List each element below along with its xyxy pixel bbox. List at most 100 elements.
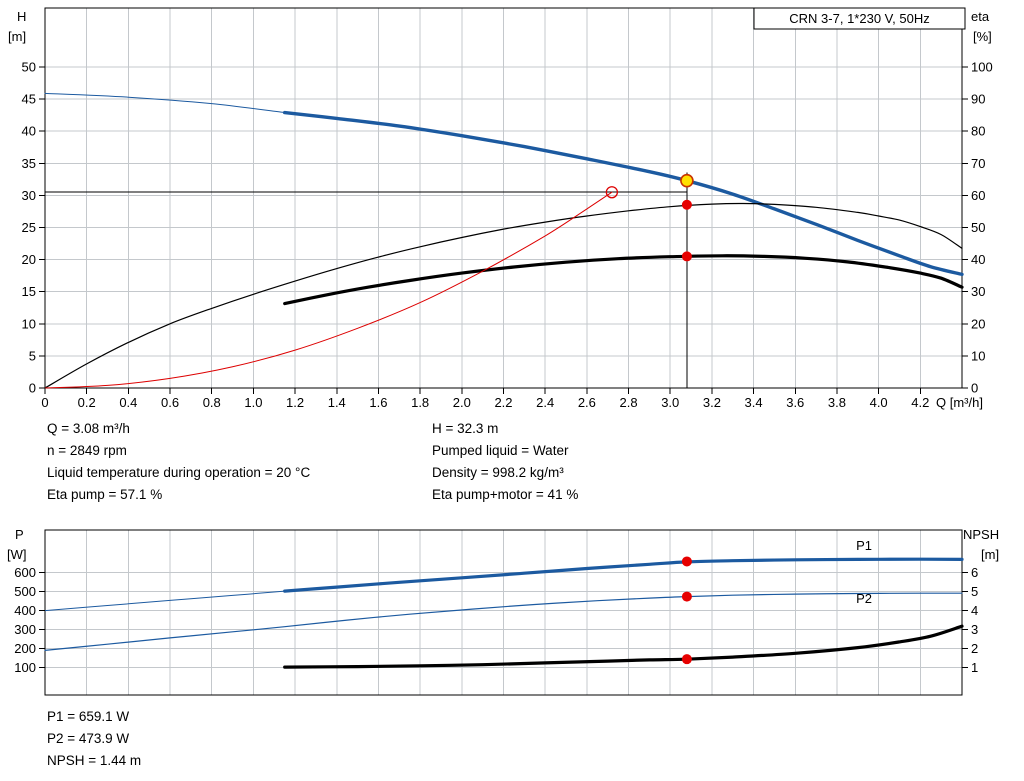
eta-pump-motor-point [681, 251, 692, 262]
y-left-tick-label: 600 [14, 565, 36, 580]
x-tick-label: 0 [41, 395, 48, 410]
y-left-axis-unit: [m] [8, 29, 26, 44]
npsh-point [681, 654, 692, 665]
x-tick-label: 2.8 [620, 395, 638, 410]
y-left-tick-label: 400 [14, 603, 36, 618]
y-left-tick-label: 15 [22, 284, 36, 299]
x-tick-label: 0.6 [161, 395, 179, 410]
y-left-tick-label: 40 [22, 124, 36, 139]
p2-value-text: P2 = 473.9 W [47, 731, 130, 746]
y-left-tick-label: 200 [14, 641, 36, 656]
x-tick-label: 2.0 [453, 395, 471, 410]
y-left-tick-label: 10 [22, 316, 36, 331]
eta-pump-curve [44, 202, 963, 389]
y-left-tick-label: 30 [22, 188, 36, 203]
x-tick-label: 1.8 [411, 395, 429, 410]
duty-head-text: H = 32.3 m [432, 421, 499, 436]
x-tick-label: 0.4 [119, 395, 137, 410]
x-tick-label: 3.2 [703, 395, 721, 410]
y-right-tick-label: 40 [971, 252, 985, 267]
y-left-tick-label: 0 [29, 381, 36, 396]
duty-info-left: Q = 3.08 m³/h n = 2849 rpm Liquid temper… [47, 418, 310, 506]
x-tick-label: 2.2 [494, 395, 512, 410]
y-left-axis-label: H [17, 9, 26, 24]
x-tick-label: 4.2 [911, 395, 929, 410]
x-tick-label: 3.0 [661, 395, 679, 410]
series-label-p1: P1 [856, 538, 872, 553]
y-left-tick-label: 20 [22, 252, 36, 267]
y-left-tick-label: 300 [14, 622, 36, 637]
duty-point[interactable] [680, 173, 694, 188]
series-label-p2: P2 [856, 591, 872, 606]
x-tick-label: 1.6 [369, 395, 387, 410]
qh-eta-chart[interactable]: 0 5 10 15 20 25 30 35 40 45 50 0 10 20 30 40 50 60 70 80 90 1… [0, 0, 1024, 414]
y-left-tick-label: 5 [29, 348, 36, 363]
y-right-axis-label: eta [971, 9, 990, 24]
y-right-axis-unit: [%] [973, 29, 992, 44]
duty-flow-text: Q = 3.08 m³/h [47, 421, 130, 436]
x-tick-label: 3.6 [786, 395, 804, 410]
y-right-tick-label: 50 [971, 220, 985, 235]
y-left-tick-label: 50 [22, 60, 36, 75]
requested-duty-point [605, 186, 619, 199]
y-right-tick-label: 0 [971, 381, 978, 396]
y-right-tick-label: 5 [971, 584, 978, 599]
power-info: P1 = 659.1 W P2 = 473.9 W NPSH = 1.44 m [47, 706, 141, 772]
x-axis-label: Q [m³/h] [936, 395, 983, 410]
chart-title: CRN 3-7, 1*230 V, 50Hz [789, 11, 929, 26]
x-tick-label: 3.4 [745, 395, 763, 410]
p1-point [681, 556, 692, 567]
x-tick-label: 1.2 [286, 395, 304, 410]
duty-info-right: H = 32.3 m Pumped liquid = Water Density… [432, 418, 578, 506]
x-tick-label: 1.0 [244, 395, 262, 410]
power-npsh-chart[interactable]: P1 P2 100 200 300 400 500 600 1 2 3 4 5 6 P [W] NPSH [m] [0, 525, 1024, 705]
p2-curve [44, 592, 963, 651]
head-curve [283, 110, 964, 277]
y-right-tick-label: 4 [971, 603, 978, 618]
y-left-axis-unit: [W] [7, 547, 27, 562]
y-right-tick-label: 1 [971, 660, 978, 675]
p2-point [681, 591, 692, 602]
y-right-tick-label: 3 [971, 622, 978, 637]
y-right-axis-unit: [m] [981, 547, 999, 562]
y-right-axis-label: NPSH [963, 527, 999, 542]
y-left-tick-label: 25 [22, 220, 36, 235]
y-left-axis-label: P [15, 527, 24, 542]
speed-text: n = 2849 rpm [47, 443, 127, 458]
y-right-tick-label: 80 [971, 124, 985, 139]
x-tick-label: 4.0 [870, 395, 888, 410]
y-left-tick-label: 35 [22, 156, 36, 171]
y-right-tick-label: 10 [971, 348, 985, 363]
p1-curve-low-flow [44, 590, 286, 612]
density-text: Density = 998.2 kg/m³ [432, 465, 564, 480]
p1-value-text: P1 = 659.1 W [47, 709, 130, 724]
y-right-tick-label: 90 [971, 92, 985, 107]
p1-curve [283, 557, 964, 593]
eta-pump-motor-curve [283, 254, 964, 306]
npsh-curve [283, 624, 964, 669]
requested-duty-curve [44, 191, 613, 389]
head-curve-low-flow [44, 92, 286, 114]
eta-pump-motor-text: Eta pump+motor = 41 % [432, 487, 579, 502]
y-left-tick-label: 45 [22, 92, 36, 107]
y-right-tick-label: 70 [971, 156, 985, 171]
y-right-tick-label: 2 [971, 641, 978, 656]
y-right-tick-label: 20 [971, 316, 985, 331]
chart-title-box [753, 7, 966, 30]
y-right-tick-label: 6 [971, 565, 978, 580]
x-tick-label: 3.8 [828, 395, 846, 410]
x-tick-label: 0.2 [78, 395, 96, 410]
plot-border [44, 529, 963, 696]
eta-pump-text: Eta pump = 57.1 % [47, 487, 163, 502]
npsh-value-text: NPSH = 1.44 m [47, 753, 142, 768]
liquid-temp-text: Liquid temperature during operation = 20… [47, 465, 311, 480]
x-tick-label: 2.4 [536, 395, 554, 410]
x-tick-label: 2.6 [578, 395, 596, 410]
eta-pump-point [681, 199, 692, 210]
pumped-liquid-text: Pumped liquid = Water [432, 443, 569, 458]
y-left-tick-label: 500 [14, 584, 36, 599]
y-right-tick-label: 30 [971, 284, 985, 299]
y-right-tick-label: 60 [971, 188, 985, 203]
x-tick-label: 0.8 [203, 395, 221, 410]
